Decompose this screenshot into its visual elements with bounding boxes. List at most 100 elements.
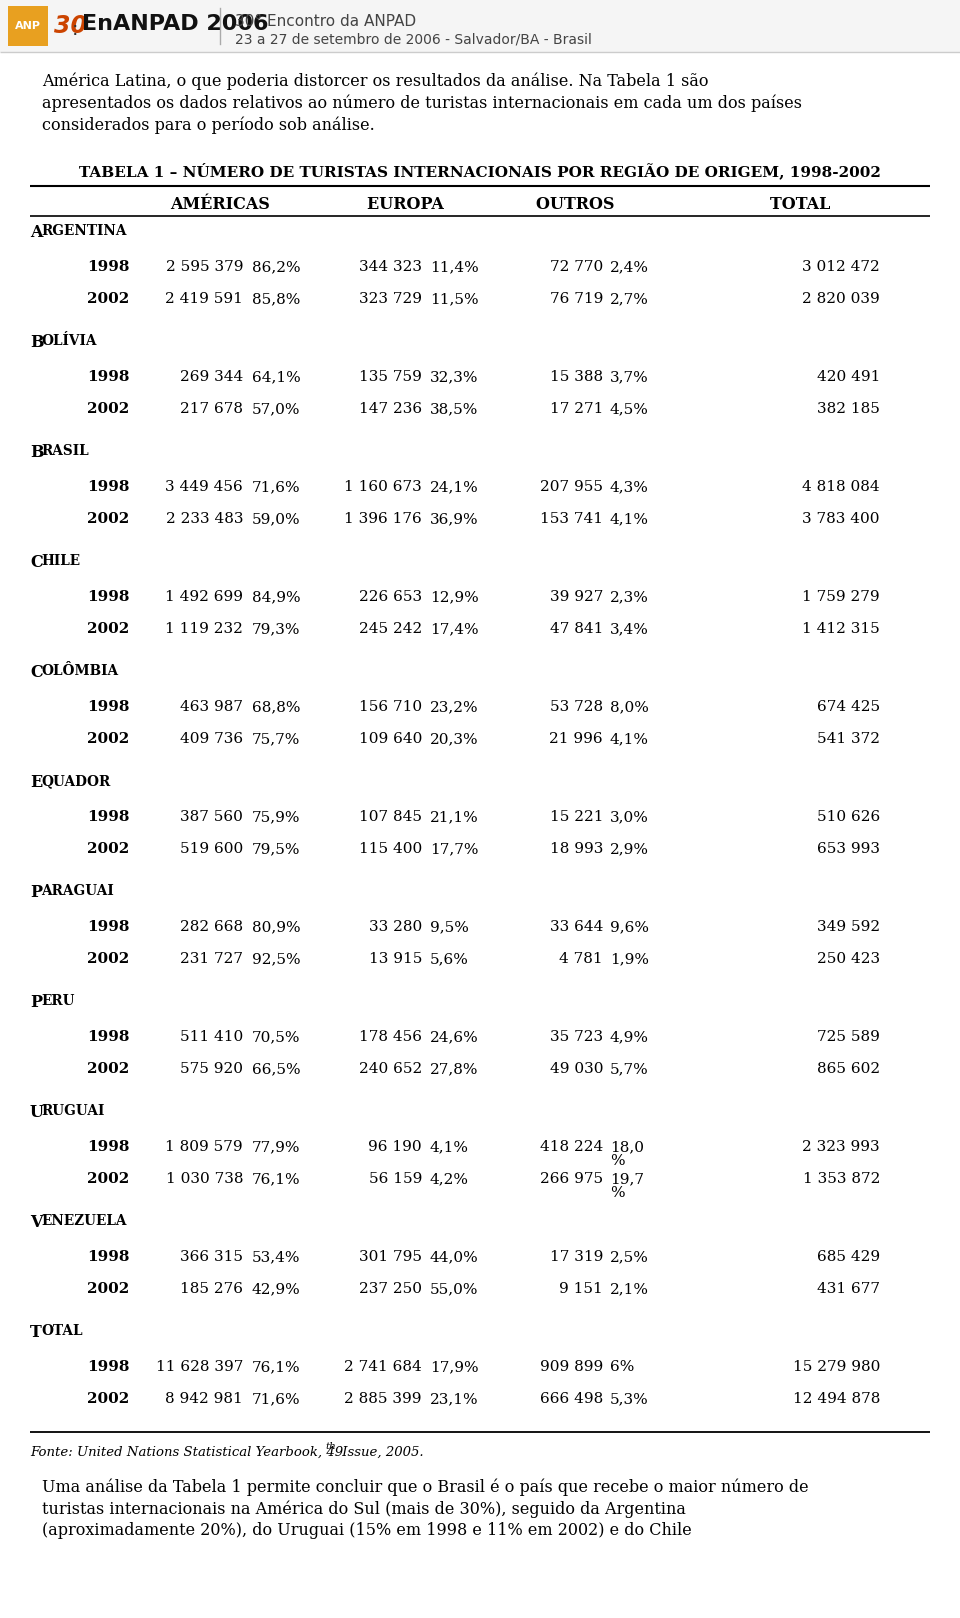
Text: 226 653: 226 653 bbox=[359, 591, 422, 604]
Text: 79,3%: 79,3% bbox=[252, 621, 300, 636]
Text: 107 845: 107 845 bbox=[359, 811, 422, 824]
Text: 1998: 1998 bbox=[86, 811, 130, 824]
Text: 8,0%: 8,0% bbox=[610, 701, 649, 714]
Text: 30: 30 bbox=[54, 15, 87, 37]
Text: 56 159: 56 159 bbox=[369, 1171, 422, 1186]
Text: 3,7%: 3,7% bbox=[610, 371, 649, 383]
Text: 12,9%: 12,9% bbox=[430, 591, 479, 604]
Text: 2002: 2002 bbox=[86, 291, 130, 306]
Text: 4,5%: 4,5% bbox=[610, 401, 649, 416]
Text: 75,9%: 75,9% bbox=[252, 811, 300, 824]
Text: 185 276: 185 276 bbox=[180, 1281, 243, 1296]
Text: Uma análise da Tabela 1 permite concluir que o Brasil é o país que recebe o maio: Uma análise da Tabela 1 permite concluir… bbox=[42, 1477, 808, 1495]
Text: 344 323: 344 323 bbox=[359, 260, 422, 273]
Text: 1 809 579: 1 809 579 bbox=[165, 1141, 243, 1154]
Text: apresentados os dados relativos ao número de turistas internacionais em cada um : apresentados os dados relativos ao númer… bbox=[42, 94, 802, 112]
Text: 2,5%: 2,5% bbox=[610, 1251, 649, 1264]
Text: 3 783 400: 3 783 400 bbox=[803, 511, 880, 526]
Text: 84,9%: 84,9% bbox=[252, 591, 300, 604]
Bar bbox=[0, 0, 960, 52]
Text: 71,6%: 71,6% bbox=[252, 481, 300, 493]
Text: RGENTINA: RGENTINA bbox=[41, 223, 127, 238]
Text: 3,4%: 3,4% bbox=[610, 621, 649, 636]
Text: 4,1%: 4,1% bbox=[430, 1141, 469, 1154]
Text: OLÔMBIA: OLÔMBIA bbox=[41, 663, 118, 678]
Text: 17,4%: 17,4% bbox=[430, 621, 479, 636]
Text: 96 190: 96 190 bbox=[369, 1141, 422, 1154]
Text: 2,3%: 2,3% bbox=[610, 591, 649, 604]
Text: 39 927: 39 927 bbox=[550, 591, 603, 604]
Text: 349 592: 349 592 bbox=[817, 921, 880, 934]
Text: 36,9%: 36,9% bbox=[430, 511, 479, 526]
Text: 1998: 1998 bbox=[86, 591, 130, 604]
Text: 1 353 872: 1 353 872 bbox=[803, 1171, 880, 1186]
Text: 15 388: 15 388 bbox=[550, 371, 603, 383]
Text: 245 242: 245 242 bbox=[359, 621, 422, 636]
Text: 2 595 379: 2 595 379 bbox=[165, 260, 243, 273]
Text: 32,3%: 32,3% bbox=[430, 371, 478, 383]
Text: 2002: 2002 bbox=[86, 951, 130, 966]
Text: HILE: HILE bbox=[41, 553, 80, 568]
Text: 1 396 176: 1 396 176 bbox=[345, 511, 422, 526]
Text: 2002: 2002 bbox=[86, 621, 130, 636]
Text: 38,5%: 38,5% bbox=[430, 401, 478, 416]
Text: 2,1%: 2,1% bbox=[610, 1281, 649, 1296]
Text: 1 492 699: 1 492 699 bbox=[165, 591, 243, 604]
Text: 1 160 673: 1 160 673 bbox=[345, 481, 422, 493]
Text: 3 449 456: 3 449 456 bbox=[165, 481, 243, 493]
Text: 387 560: 387 560 bbox=[180, 811, 243, 824]
Text: 666 498: 666 498 bbox=[540, 1391, 603, 1406]
Text: 1998: 1998 bbox=[86, 701, 130, 714]
Text: 15 221: 15 221 bbox=[549, 811, 603, 824]
Text: 541 372: 541 372 bbox=[817, 731, 880, 746]
Text: 156 710: 156 710 bbox=[359, 701, 422, 714]
Text: th: th bbox=[325, 1442, 336, 1451]
Text: V: V bbox=[30, 1214, 42, 1231]
Text: 4,3%: 4,3% bbox=[610, 481, 649, 493]
Text: C: C bbox=[30, 663, 43, 681]
Text: 409 736: 409 736 bbox=[180, 731, 243, 746]
Text: 20,3%: 20,3% bbox=[430, 731, 479, 746]
Text: 323 729: 323 729 bbox=[359, 291, 422, 306]
Text: E: E bbox=[30, 773, 42, 791]
Text: 9,5%: 9,5% bbox=[430, 921, 468, 934]
Text: 55,0%: 55,0% bbox=[430, 1281, 478, 1296]
Text: 30° Encontro da ANPAD: 30° Encontro da ANPAD bbox=[235, 15, 416, 29]
Text: RASIL: RASIL bbox=[41, 443, 88, 458]
Text: 23,2%: 23,2% bbox=[430, 701, 479, 714]
Text: 510 626: 510 626 bbox=[817, 811, 880, 824]
Text: turistas internacionais na América do Sul (mais de 30%), seguido da Argentina: turistas internacionais na América do Su… bbox=[42, 1500, 685, 1518]
Text: 519 600: 519 600 bbox=[180, 841, 243, 856]
Text: :: : bbox=[72, 19, 79, 39]
Text: 71,6%: 71,6% bbox=[252, 1391, 300, 1406]
Text: 80,9%: 80,9% bbox=[252, 921, 300, 934]
Text: 4,1%: 4,1% bbox=[610, 731, 649, 746]
Text: P: P bbox=[30, 993, 42, 1011]
Text: 64,1%: 64,1% bbox=[252, 371, 300, 383]
Text: 685 429: 685 429 bbox=[817, 1251, 880, 1264]
Text: 18 993: 18 993 bbox=[550, 841, 603, 856]
Text: 2002: 2002 bbox=[86, 401, 130, 416]
Text: 21,1%: 21,1% bbox=[430, 811, 479, 824]
Text: 1998: 1998 bbox=[86, 1361, 130, 1374]
Text: 420 491: 420 491 bbox=[817, 371, 880, 383]
Text: ANP: ANP bbox=[15, 21, 41, 31]
Text: 24,1%: 24,1% bbox=[430, 481, 479, 493]
Text: 4 818 084: 4 818 084 bbox=[803, 481, 880, 493]
Text: 68,8%: 68,8% bbox=[252, 701, 300, 714]
Text: 27,8%: 27,8% bbox=[430, 1061, 478, 1076]
Text: 2 233 483: 2 233 483 bbox=[165, 511, 243, 526]
Text: T: T bbox=[30, 1324, 41, 1341]
Text: 70,5%: 70,5% bbox=[252, 1031, 300, 1044]
Text: 1 412 315: 1 412 315 bbox=[803, 621, 880, 636]
Text: 207 955: 207 955 bbox=[540, 481, 603, 493]
Text: 463 987: 463 987 bbox=[180, 701, 243, 714]
Text: 53 728: 53 728 bbox=[550, 701, 603, 714]
Text: 13 915: 13 915 bbox=[369, 951, 422, 966]
Text: 11,5%: 11,5% bbox=[430, 291, 479, 306]
Text: 1 759 279: 1 759 279 bbox=[803, 591, 880, 604]
Text: 1998: 1998 bbox=[86, 1031, 130, 1044]
Text: 17 271: 17 271 bbox=[550, 401, 603, 416]
Text: 9 151: 9 151 bbox=[560, 1281, 603, 1296]
Text: 2002: 2002 bbox=[86, 841, 130, 856]
